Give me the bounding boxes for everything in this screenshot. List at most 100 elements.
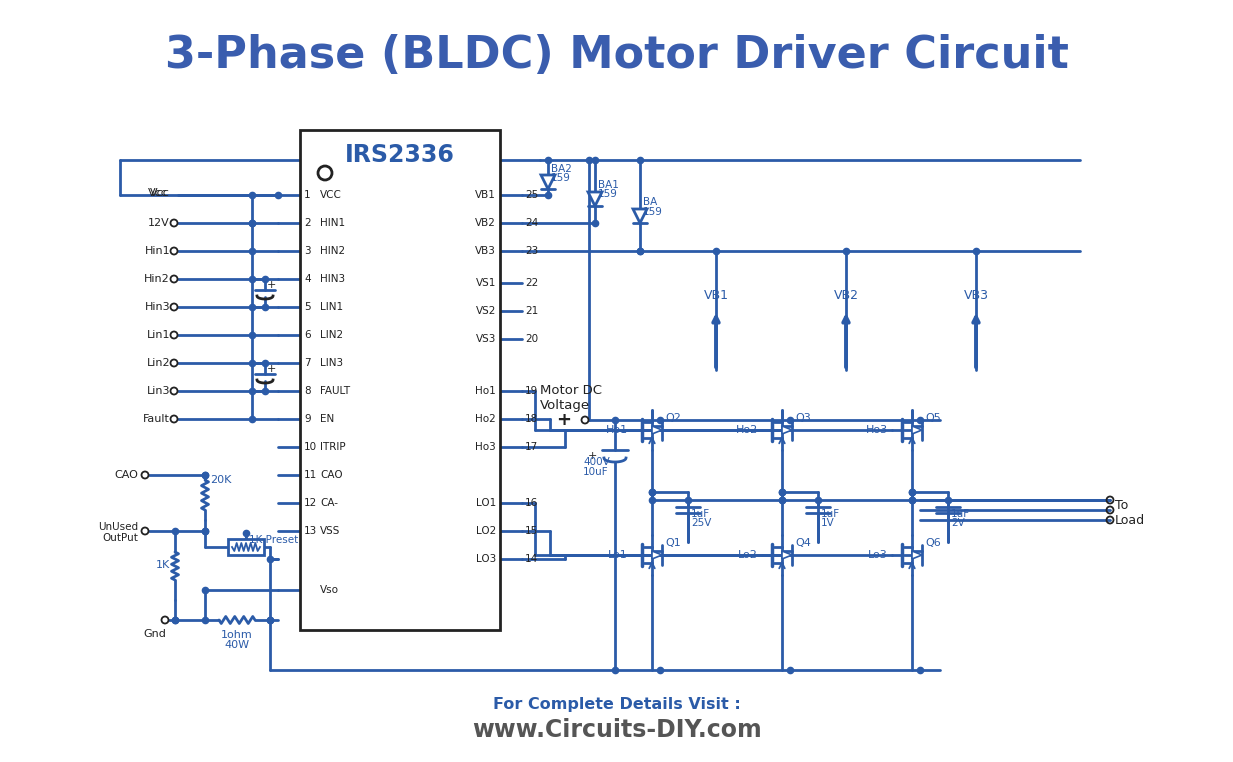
Polygon shape (652, 551, 662, 559)
Text: Ho2: Ho2 (475, 414, 496, 424)
Text: LIN1: LIN1 (321, 302, 343, 312)
Text: VSS: VSS (321, 526, 340, 536)
Text: LO2: LO2 (476, 526, 496, 536)
Text: Vso: Vso (321, 585, 339, 595)
FancyBboxPatch shape (228, 539, 264, 555)
Text: OutPut: OutPut (102, 533, 138, 543)
Polygon shape (588, 192, 602, 206)
Text: VS2: VS2 (476, 306, 496, 316)
Polygon shape (633, 209, 647, 223)
Text: Vcc: Vcc (148, 188, 168, 198)
Text: 3-Phase (BLDC) Motor Driver Circuit: 3-Phase (BLDC) Motor Driver Circuit (165, 34, 1069, 76)
Text: 40W: 40W (224, 640, 249, 650)
Text: Hin1: Hin1 (144, 246, 170, 256)
Text: FAULT: FAULT (321, 386, 350, 396)
Text: To: To (1115, 498, 1128, 511)
Text: 10uF: 10uF (583, 467, 609, 477)
Text: 25: 25 (525, 190, 539, 200)
Text: For Complete Details Visit :: For Complete Details Visit : (493, 697, 741, 712)
Text: 24: 24 (525, 218, 539, 228)
Text: VB1: VB1 (704, 289, 729, 302)
Text: Ho1: Ho1 (475, 386, 496, 396)
Text: 13: 13 (305, 526, 317, 536)
Text: ITRIP: ITRIP (321, 442, 345, 452)
Text: 8: 8 (305, 386, 311, 396)
Text: Q6: Q6 (925, 538, 941, 548)
Text: 9: 9 (305, 414, 311, 424)
Text: 23: 23 (525, 246, 539, 256)
Text: VB3: VB3 (475, 246, 496, 256)
Text: LO3: LO3 (476, 554, 496, 564)
Text: LIN3: LIN3 (321, 358, 343, 368)
Text: 20K: 20K (210, 475, 232, 485)
Text: VS3: VS3 (476, 334, 496, 344)
Text: 14: 14 (525, 554, 539, 564)
Text: +: + (268, 364, 276, 374)
Text: 1ohm: 1ohm (221, 630, 253, 640)
Text: 4: 4 (305, 274, 311, 284)
Text: 1K: 1K (155, 560, 170, 570)
Text: Lin1: Lin1 (147, 330, 170, 340)
Polygon shape (652, 426, 662, 434)
Text: 17: 17 (525, 442, 539, 452)
Text: Gnd: Gnd (143, 629, 166, 639)
Text: 20: 20 (525, 334, 538, 344)
Text: Q4: Q4 (795, 538, 811, 548)
Text: Ho3: Ho3 (475, 442, 496, 452)
Polygon shape (541, 175, 555, 189)
Text: BA2: BA2 (551, 164, 572, 174)
Text: 1: 1 (305, 190, 311, 200)
Text: IRS2336: IRS2336 (345, 143, 455, 167)
Text: EN: EN (321, 414, 334, 424)
Text: VB2: VB2 (834, 289, 858, 302)
Text: Voltage: Voltage (540, 399, 591, 411)
Text: 7: 7 (305, 358, 311, 368)
Text: 11: 11 (305, 470, 317, 480)
Text: CAO: CAO (321, 470, 343, 480)
Text: 1uF: 1uF (951, 509, 970, 519)
Text: 159: 159 (551, 173, 571, 183)
Bar (300, 130, 501, 630)
Text: 3: 3 (305, 246, 311, 256)
Text: 15: 15 (525, 526, 539, 536)
Text: Vcc: Vcc (150, 188, 170, 198)
Text: Q2: Q2 (665, 413, 681, 423)
Text: VS1: VS1 (476, 278, 496, 288)
Text: Lo2: Lo2 (739, 550, 758, 560)
Text: HIN2: HIN2 (321, 246, 345, 256)
Text: Hin2: Hin2 (144, 274, 170, 284)
Text: Ho2: Ho2 (736, 425, 758, 435)
Text: VB2: VB2 (475, 218, 496, 228)
Text: Motor DC: Motor DC (540, 383, 602, 396)
Text: Lin3: Lin3 (147, 386, 170, 396)
Text: Load: Load (1115, 514, 1145, 527)
Text: VB1: VB1 (475, 190, 496, 200)
Text: Q1: Q1 (665, 538, 681, 548)
Text: Lin2: Lin2 (147, 358, 170, 368)
Text: Lo1: Lo1 (608, 550, 628, 560)
Text: UnUsed: UnUsed (97, 522, 138, 532)
Text: Lo3: Lo3 (868, 550, 888, 560)
Text: 12V: 12V (148, 218, 170, 228)
Text: HIN3: HIN3 (321, 274, 345, 284)
Text: +: + (588, 451, 597, 461)
Text: 6: 6 (305, 330, 311, 340)
Text: VCC: VCC (321, 190, 342, 200)
Polygon shape (912, 551, 922, 559)
Text: 159: 159 (642, 207, 663, 217)
Text: 5: 5 (305, 302, 311, 312)
Text: www.Circuits-DIY.com: www.Circuits-DIY.com (472, 718, 762, 742)
Text: Q5: Q5 (925, 413, 941, 423)
Text: 2: 2 (305, 218, 311, 228)
Polygon shape (912, 426, 922, 434)
Text: 1K Preset: 1K Preset (249, 535, 298, 545)
Text: VB3: VB3 (963, 289, 989, 302)
Text: Q3: Q3 (795, 413, 811, 423)
Text: Ho3: Ho3 (866, 425, 888, 435)
Text: 159: 159 (598, 189, 618, 199)
Polygon shape (782, 551, 792, 559)
Text: +: + (268, 280, 276, 290)
Text: 400V: 400V (583, 457, 610, 467)
Text: LO1: LO1 (476, 498, 496, 508)
Text: LIN2: LIN2 (321, 330, 343, 340)
